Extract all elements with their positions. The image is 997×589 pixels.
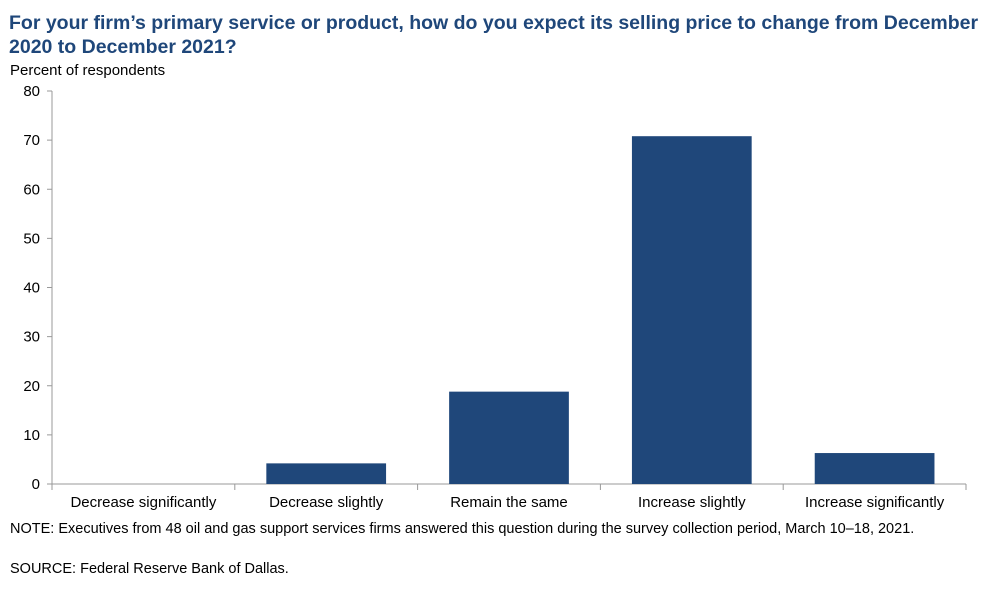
y-tick-label: 20: [23, 378, 40, 395]
y-tick-label: 80: [23, 83, 40, 100]
y-tick-label: 60: [23, 181, 40, 198]
chart-source: SOURCE: Federal Reserve Bank of Dallas.: [10, 561, 289, 577]
chart-note: NOTE: Executives from 48 oil and gas sup…: [10, 521, 915, 537]
bar: [266, 463, 387, 484]
y-tick-label: 30: [23, 329, 40, 346]
y-tick-label: 70: [23, 132, 40, 149]
y-axis-label: Percent of respondents: [10, 62, 166, 79]
bar-chart: 0 10 20 30 40 50 60 70 80 Decrease significantly D…: [23, 83, 967, 511]
bar: [631, 136, 752, 484]
x-tick-label: Decrease significantly: [70, 494, 216, 511]
bar: [449, 391, 569, 484]
y-tick-label: 10: [23, 427, 40, 444]
x-tick-label: Increase significantly: [805, 494, 945, 511]
y-tick-label: 0: [32, 476, 40, 493]
bar: [814, 453, 935, 484]
x-tick-label: Increase slightly: [638, 494, 746, 511]
x-tick-label: Decrease slightly: [269, 494, 384, 511]
chart-title: For your firm’s primary service or produ…: [9, 12, 979, 58]
y-tick-label: 40: [23, 280, 40, 297]
x-tick-label: Remain the same: [450, 494, 568, 511]
y-tick-label: 50: [23, 230, 40, 247]
